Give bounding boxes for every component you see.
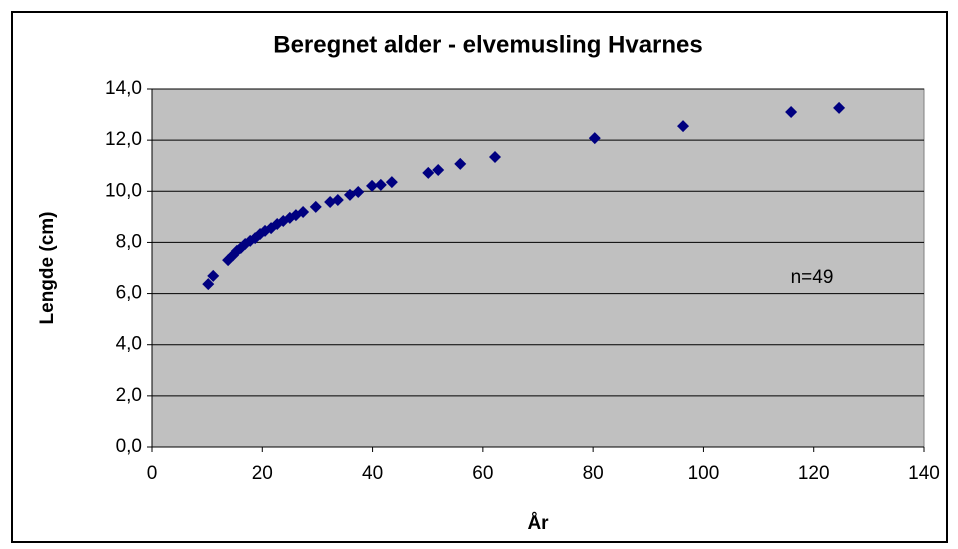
y-tick-label: 12,0 <box>105 129 142 150</box>
x-tick-label: 100 <box>688 463 720 484</box>
point <box>207 269 220 282</box>
point <box>309 200 322 213</box>
x-axis-title: År <box>527 513 549 534</box>
point <box>488 151 501 164</box>
y-tick-label: 2,0 <box>116 385 142 406</box>
y-tick-label: 10,0 <box>105 180 142 201</box>
x-tick-label: 40 <box>362 463 383 484</box>
x-tick-label: 60 <box>472 463 493 484</box>
point <box>385 176 398 189</box>
y-tick-label: 4,0 <box>116 334 142 355</box>
point <box>677 120 690 133</box>
point <box>366 179 379 192</box>
y-tick-label: 8,0 <box>116 231 142 252</box>
point <box>222 254 235 267</box>
x-tick-label: 120 <box>798 463 830 484</box>
x-tick-label: 80 <box>583 463 604 484</box>
point <box>374 178 387 191</box>
plot-area <box>151 88 925 448</box>
annotation: n=49 <box>791 267 834 288</box>
point <box>588 132 601 145</box>
point <box>352 186 365 199</box>
x-tick-label: 140 <box>908 463 940 484</box>
point <box>432 164 445 177</box>
point <box>244 234 257 247</box>
point <box>331 193 344 206</box>
y-tick-label: 6,0 <box>116 283 142 304</box>
point <box>249 232 262 245</box>
point <box>297 205 310 218</box>
x-tick-label: 0 <box>147 463 158 484</box>
y-tick-label: 0,0 <box>116 436 142 457</box>
chart-title: Beregnet alder - elvemusling Hvarnes <box>273 31 703 58</box>
y-tick-label: 14,0 <box>105 78 142 99</box>
point <box>785 106 798 119</box>
point <box>422 166 435 179</box>
y-axis-title: Lengde (cm) <box>37 212 58 325</box>
point <box>833 101 846 114</box>
point <box>202 278 215 291</box>
x-tick-label: 20 <box>252 463 273 484</box>
point <box>454 157 467 170</box>
